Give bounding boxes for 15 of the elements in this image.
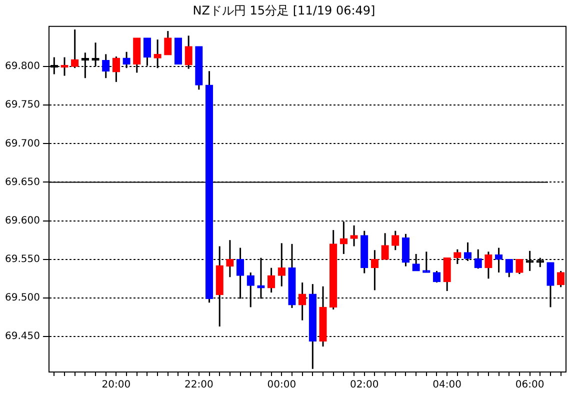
x-tick-label: 06:00	[515, 380, 544, 391]
x-tick-label: 02:00	[350, 380, 379, 391]
y-tick-label: 69.700	[4, 138, 40, 150]
y-tick-label: 69.550	[4, 254, 40, 265]
y-tick-label: 69.800	[4, 61, 40, 72]
x-tick-label: 00:00	[267, 380, 296, 391]
x-tick-label: 04:00	[432, 380, 462, 391]
y-tick-label: 69.600	[4, 215, 40, 226]
x-tick-label: 22:00	[184, 380, 214, 391]
x-tick-label: 20:00	[102, 380, 131, 391]
y-tick-label: 69.500	[4, 292, 40, 304]
chart-title: NZドル円 15分足 [11/19 06:49]	[192, 3, 376, 18]
y-tick-label: 69.450	[4, 331, 40, 342]
y-tick-label: 69.750	[4, 100, 40, 111]
y-tick-label: 69.650	[4, 176, 40, 188]
